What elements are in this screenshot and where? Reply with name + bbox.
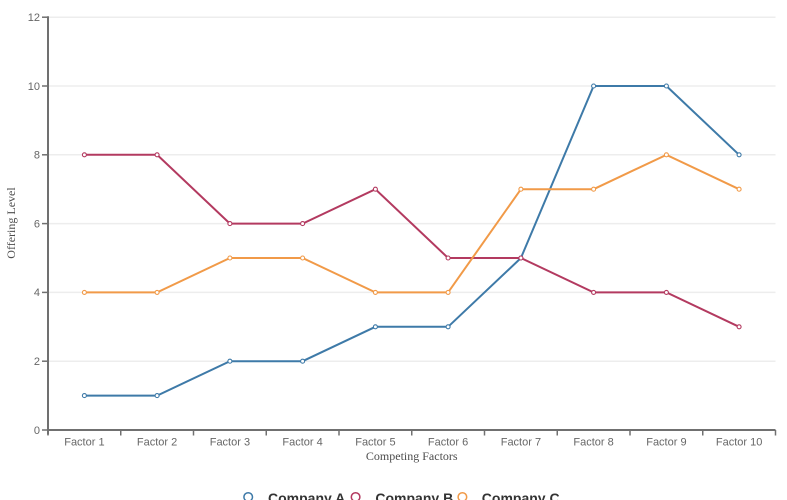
svg-text:Company C: Company C	[482, 490, 560, 500]
svg-text:Company A: Company A	[268, 490, 345, 500]
svg-text:Offering Level: Offering Level	[4, 187, 18, 259]
svg-text:Factor 1: Factor 1	[64, 437, 104, 449]
svg-text:Factor 3: Factor 3	[210, 437, 250, 449]
svg-text:Factor 2: Factor 2	[137, 437, 177, 449]
svg-text:Factor 10: Factor 10	[716, 437, 762, 449]
svg-text:2: 2	[34, 356, 40, 368]
svg-text:Factor 8: Factor 8	[573, 437, 613, 449]
svg-text:Competing Factors: Competing Factors	[366, 449, 458, 463]
svg-text:Factor 9: Factor 9	[646, 437, 686, 449]
svg-text:Factor 4: Factor 4	[282, 437, 322, 449]
svg-text:Factor 6: Factor 6	[428, 437, 468, 449]
svg-text:4: 4	[34, 287, 40, 299]
svg-text:Factor 5: Factor 5	[355, 437, 395, 449]
svg-text:6: 6	[34, 218, 40, 230]
svg-text:12: 12	[28, 12, 40, 24]
svg-text:Company B: Company B	[375, 490, 453, 500]
svg-text:8: 8	[34, 150, 40, 162]
svg-text:Factor 7: Factor 7	[501, 437, 541, 449]
svg-text:10: 10	[28, 81, 40, 93]
svg-text:0: 0	[34, 425, 40, 437]
